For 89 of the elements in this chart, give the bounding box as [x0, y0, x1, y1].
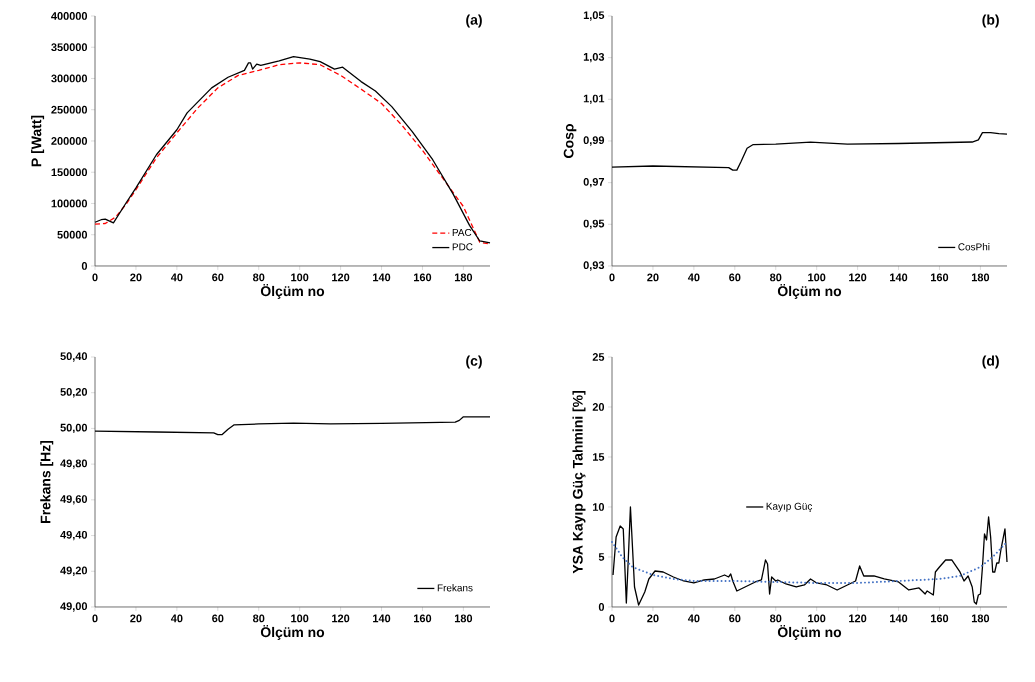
x-tick-label: 40 — [687, 614, 700, 623]
legend-label: Frekans — [437, 584, 473, 592]
x-tick-label: 180 — [454, 273, 473, 282]
y-tick-label: 300000 — [51, 74, 88, 83]
line-series — [611, 132, 1008, 171]
y-axis-title: Cosρ — [563, 124, 577, 158]
x-axis-title: Ölçüm no — [260, 625, 325, 640]
legend-label: PAC — [452, 228, 472, 236]
y-tick-label: 0,99 — [583, 136, 605, 146]
x-tick-label: 0 — [609, 273, 615, 282]
x-tick-label: 80 — [252, 614, 265, 623]
x-tick-label: 140 — [890, 273, 908, 282]
x-tick-label: 0 — [92, 614, 98, 623]
y-tick-label: 400000 — [51, 12, 88, 20]
y-tick-label: 50,20 — [60, 388, 88, 398]
annotation: (a) — [466, 14, 482, 28]
x-tick-label: 60 — [212, 614, 224, 623]
y-tick-label: 0,97 — [583, 177, 605, 188]
y-tick-label: 20 — [592, 403, 605, 411]
y-tick-label: 50,40 — [60, 352, 88, 362]
x-tick-label: 120 — [332, 614, 350, 623]
y-axis-title: YSA Kayıp Güç Tahmini [%] — [572, 391, 586, 574]
y-axis-title: P [Watt] — [31, 115, 45, 167]
x-tick-label: 160 — [414, 614, 432, 623]
x-tick-label: 0 — [92, 273, 98, 282]
y-tick-label: 49,80 — [60, 459, 88, 469]
x-tick-label: 80 — [252, 273, 265, 282]
y-axis-title: Frekans [Hz] — [40, 440, 54, 523]
x-tick-label: 120 — [332, 273, 350, 282]
x-tick-label: 160 — [931, 273, 949, 282]
legend-label: Kayıp Güç — [766, 502, 813, 512]
annotation: (c) — [466, 355, 482, 369]
y-tick-label: 49,20 — [60, 566, 88, 576]
x-tick-label: 100 — [291, 273, 309, 282]
y-tick-label: 250000 — [51, 105, 88, 114]
x-tick-label: 40 — [687, 273, 700, 282]
x-tick-label: 180 — [971, 273, 990, 282]
x-tick-label: 180 — [971, 614, 990, 623]
y-tick-label: 50000 — [57, 230, 88, 239]
x-tick-label: 60 — [729, 614, 741, 623]
x-tick-label: 180 — [454, 614, 473, 623]
y-tick-label: 350000 — [51, 43, 88, 52]
y-tick-label: 15 — [593, 453, 605, 461]
x-tick-label: 60 — [212, 273, 224, 282]
x-tick-label: 80 — [769, 614, 782, 623]
y-tick-label: 50,00 — [60, 423, 88, 434]
y-tick-label: 0,93 — [583, 261, 605, 271]
y-tick-label: 49,60 — [60, 495, 88, 505]
x-tick-label: 140 — [373, 614, 391, 623]
x-tick-label: 140 — [890, 614, 908, 623]
x-tick-label: 100 — [808, 614, 826, 623]
x-tick-label: 20 — [130, 614, 142, 623]
y-tick-label: 0 — [81, 262, 88, 270]
x-axis-title: Ölçüm no — [260, 284, 325, 299]
y-tick-label: 200000 — [51, 137, 88, 145]
x-tick-label: 100 — [291, 614, 309, 623]
x-tick-label: 60 — [729, 273, 741, 282]
legend-label: PDC — [452, 243, 473, 251]
y-tick-label: 0,95 — [583, 219, 605, 229]
x-tick-label: 20 — [647, 614, 659, 623]
x-tick-label: 140 — [373, 273, 391, 282]
x-tick-label: 80 — [769, 273, 782, 282]
x-tick-label: 40 — [170, 273, 183, 282]
y-tick-label: 100000 — [51, 199, 88, 208]
x-tick-label: 20 — [130, 273, 142, 282]
y-tick-label: 1,01 — [583, 94, 605, 104]
x-tick-label: 160 — [931, 614, 949, 623]
x-axis-title: Ölçüm no — [777, 284, 842, 299]
line-series — [94, 416, 491, 436]
x-axis-title: Ölçüm no — [777, 625, 842, 640]
annotation: (b) — [982, 14, 999, 28]
x-tick-label: 100 — [808, 273, 826, 282]
x-tick-label: 120 — [849, 273, 867, 282]
y-tick-label: 0 — [598, 603, 605, 611]
y-tick-label: 1,03 — [583, 52, 605, 63]
x-tick-label: 20 — [647, 273, 659, 282]
y-tick-label: 49,00 — [60, 602, 88, 612]
legend-label: CosPhi — [958, 243, 990, 251]
x-tick-label: 120 — [849, 614, 867, 623]
annotation: (d) — [982, 355, 999, 369]
x-tick-label: 160 — [414, 273, 432, 282]
y-tick-label: 5 — [598, 553, 605, 561]
y-tick-label: 10 — [593, 503, 605, 511]
x-tick-label: 40 — [170, 614, 183, 623]
y-tick-label: 150000 — [51, 168, 88, 177]
y-tick-label: 25 — [592, 353, 605, 361]
y-tick-label: 49,40 — [60, 530, 88, 541]
y-tick-label: 1,05 — [583, 11, 605, 21]
x-tick-label: 0 — [609, 614, 615, 623]
